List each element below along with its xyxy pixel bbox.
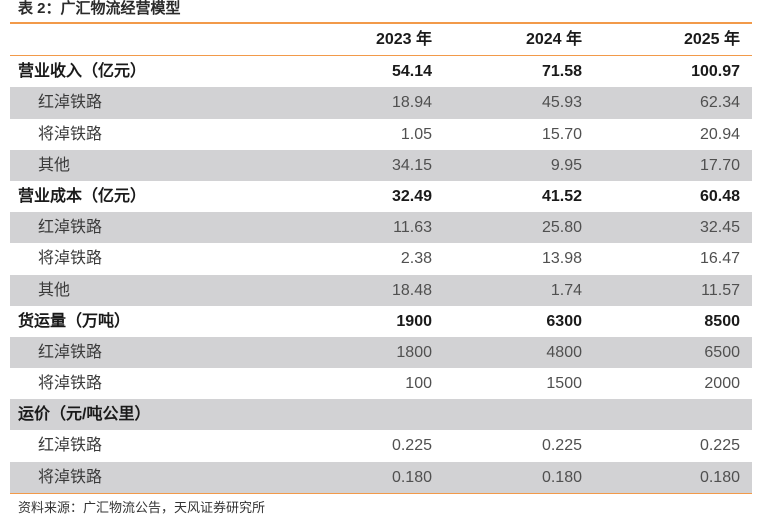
row-value: 11.63 xyxy=(393,219,432,237)
table-row: 红淖铁路 1800 4800 6500 xyxy=(10,336,752,369)
row-label: 其他 xyxy=(38,281,71,299)
row-value: 20.94 xyxy=(699,125,740,143)
table-row: 营业成本（亿元） 32.49 41.52 60.48 xyxy=(10,181,752,212)
table-row: 将淖铁路 0.180 0.180 0.180 xyxy=(10,461,752,493)
table-row: 货运量（万吨） 1900 6300 8500 xyxy=(10,306,752,337)
row-label: 将淖铁路 xyxy=(38,125,103,143)
row-label: 营业成本（亿元） xyxy=(18,187,147,205)
row-label: 将淖铁路 xyxy=(38,375,103,393)
source-note: 资料来源：广汇物流公告，天风证券研究所 xyxy=(18,500,266,515)
row-value: 1900 xyxy=(396,312,432,330)
row-value: 45.93 xyxy=(541,94,582,112)
header-cell-2025: 2025 年 xyxy=(683,31,740,48)
row-value: 1500 xyxy=(546,375,582,393)
table-header-row: 2023 年 2024 年 2025 年 xyxy=(10,24,752,57)
table-row: 营业收入（亿元） 54.14 71.58 100.97 xyxy=(10,56,752,87)
header-cell-2024: 2024 年 xyxy=(525,31,582,48)
table-body: 营业收入（亿元） 54.14 71.58 100.97 红淖铁路 18.94 45.93 62… xyxy=(10,56,752,493)
row-label: 营业收入（亿元） xyxy=(18,63,147,81)
row-value: 25.80 xyxy=(541,219,582,237)
row-value: 0.225 xyxy=(541,437,582,455)
row-value: 0.180 xyxy=(391,468,432,486)
row-value: 15.70 xyxy=(541,125,582,143)
row-value: 8500 xyxy=(704,312,740,330)
row-value: 62.34 xyxy=(699,94,740,112)
row-value: 100.97 xyxy=(691,63,740,81)
row-value: 13.98 xyxy=(541,250,582,268)
row-value: 32.45 xyxy=(699,219,740,237)
row-value: 0.180 xyxy=(541,468,582,486)
row-value: 16.47 xyxy=(699,250,740,268)
table-title: 表 2：广汇物流经营模型 xyxy=(18,0,181,17)
row-label: 将淖铁路 xyxy=(38,250,103,268)
row-label: 其他 xyxy=(38,156,71,174)
table-row: 其他 34.15 9.95 17.70 xyxy=(10,149,752,181)
row-value: 2000 xyxy=(704,375,740,393)
table-row: 将淖铁路 2.38 13.98 16.47 xyxy=(10,243,752,274)
table-row: 红淖铁路 18.94 45.93 62.34 xyxy=(10,87,752,119)
data-table: 2023 年 2024 年 2025 年 营业收入（亿元） 54.14 71.58 1… xyxy=(10,22,752,494)
row-label: 红淖铁路 xyxy=(38,343,103,361)
row-value: 41.52 xyxy=(541,187,582,205)
row-value: 0.225 xyxy=(699,437,740,455)
table-row: 红淖铁路 0.225 0.225 0.225 xyxy=(10,430,752,461)
row-label: 将淖铁路 xyxy=(38,468,103,486)
table-row: 运价（元/吨公里） xyxy=(10,399,752,431)
table-row: 其他 18.48 1.74 11.57 xyxy=(10,274,752,306)
row-value: 60.48 xyxy=(699,187,740,205)
table-row: 将淖铁路 100 1500 2000 xyxy=(10,368,752,399)
row-value: 18.94 xyxy=(391,94,432,112)
row-label: 红淖铁路 xyxy=(38,437,103,455)
row-value: 0.180 xyxy=(699,468,740,486)
row-value: 9.95 xyxy=(550,156,582,174)
row-value: 1.05 xyxy=(400,125,432,143)
row-label: 运价（元/吨公里） xyxy=(18,406,151,424)
row-value: 0.225 xyxy=(391,437,432,455)
row-value: 54.14 xyxy=(391,63,432,81)
row-value: 6300 xyxy=(546,312,582,330)
row-value: 17.70 xyxy=(699,156,740,174)
row-value: 71.58 xyxy=(541,63,582,81)
row-value: 18.48 xyxy=(391,281,432,299)
row-value: 2.38 xyxy=(400,250,432,268)
row-label: 货运量（万吨） xyxy=(18,312,131,330)
table-row: 红淖铁路 11.63 25.80 32.45 xyxy=(10,212,752,244)
row-value: 1.74 xyxy=(550,281,582,299)
row-value: 32.49 xyxy=(391,187,432,205)
row-value: 4800 xyxy=(546,343,582,361)
row-value: 34.15 xyxy=(391,156,432,174)
row-label: 红淖铁路 xyxy=(38,219,103,237)
row-value: 100 xyxy=(405,375,432,393)
row-value: 6500 xyxy=(704,343,740,361)
row-value: 1800 xyxy=(396,343,432,361)
row-value: 11.57 xyxy=(701,281,740,299)
row-label: 红淖铁路 xyxy=(38,94,103,112)
table-row: 将淖铁路 1.05 15.70 20.94 xyxy=(10,119,752,150)
header-cell-2023: 2023 年 xyxy=(375,31,432,48)
